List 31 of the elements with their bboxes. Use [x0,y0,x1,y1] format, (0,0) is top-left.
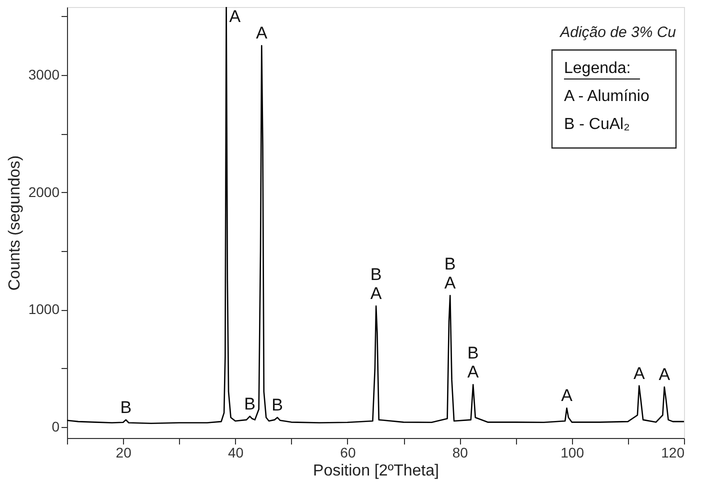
annotation: B [444,254,456,274]
annotation: B [370,265,382,284]
annotation: A [229,7,242,26]
annotation: A [444,274,456,293]
annotation: B - CuAl₂ [564,116,630,133]
annotation: A [658,364,671,384]
annotation: A [633,364,646,383]
y-tick-label: 2000 [28,184,60,200]
annotation: A - Alumínio [564,88,650,105]
annotation: A [370,284,382,304]
x-tick-label: 40 [228,444,244,460]
annotation: A [467,362,480,382]
y-tick-label: 1000 [28,301,60,318]
x-tick-label: 80 [452,444,468,460]
y-axis-title: Counts (segundos) [6,155,24,291]
annotation: A [256,24,268,43]
annotation: Adição de 3% Cu [559,24,677,41]
x-tick-label: 100 [560,444,584,460]
x-tick-label: 60 [340,444,356,460]
y-tick-label: 3000 [28,66,60,83]
annotation: Legenda: [564,60,631,77]
annotation: B [120,398,132,417]
annotation: A [561,386,574,406]
y-tick-label: 0 [52,418,60,434]
annotation: B [467,344,479,363]
x-tick-label: 120 [661,444,685,460]
annotation: B [244,394,256,414]
x-tick-label: 20 [116,444,132,460]
line-series [67,7,684,424]
annotation: B [272,395,284,414]
x-axis-title: Position [2ºTheta] [313,462,439,480]
